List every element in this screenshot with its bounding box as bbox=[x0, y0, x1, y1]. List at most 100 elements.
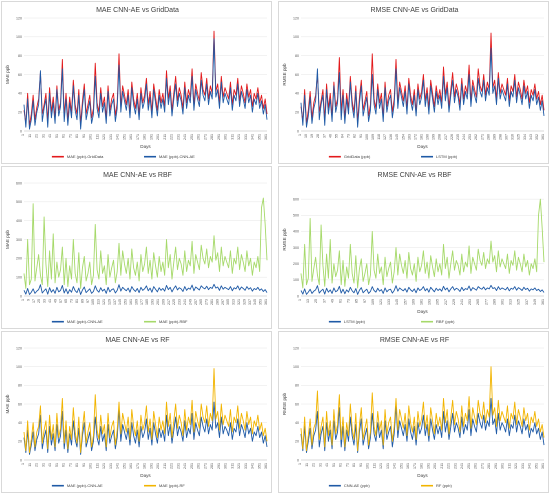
y-tick-label: 40 bbox=[295, 421, 299, 425]
y-tick-label: 40 bbox=[295, 92, 299, 96]
x-tick-label: 73 bbox=[70, 299, 74, 303]
x-tick-label: 351 bbox=[534, 463, 538, 469]
y-tick-label: 20 bbox=[295, 440, 299, 444]
x-tick-label: 91 bbox=[359, 463, 363, 467]
x-axis-label: Days bbox=[417, 144, 428, 149]
series-line-1 bbox=[300, 32, 545, 124]
x-tick-label: 1 bbox=[298, 463, 302, 465]
x-tick-label: 343 bbox=[529, 134, 533, 140]
chart-svg: RMSE CNN-AE vs RBF RMSE ppb 0 100 200 300 400 5… bbox=[282, 172, 545, 324]
x-tick-label: 211 bbox=[440, 463, 444, 469]
legend-label: RF (ppb) bbox=[436, 483, 452, 488]
chart-panel-rmse-rbf: RMSE CNN-AE vs RBF RMSE ppb 0 100 200 300 400 5… bbox=[278, 166, 549, 329]
y-tick-label: 0 bbox=[20, 129, 22, 133]
x-tick-label: 46 bbox=[328, 134, 332, 138]
x-tick-label: 81 bbox=[75, 134, 79, 138]
x-tick-label: 161 bbox=[129, 134, 133, 140]
x-tick-label: 121 bbox=[379, 299, 383, 305]
x-tick-label: 301 bbox=[501, 463, 505, 469]
x-tick-label: 241 bbox=[183, 299, 187, 305]
chart-panel-mae-griddata: MAE CNN-AE vs GridData MAE ppb 0 20 40 60 80 10… bbox=[1, 1, 272, 164]
x-tick-label: 111 bbox=[95, 134, 99, 139]
x-tick-label: 361 bbox=[264, 299, 268, 305]
x-tick-label: 331 bbox=[244, 463, 248, 469]
x-tick-label: 97 bbox=[363, 299, 367, 303]
y-tick-label: 120 bbox=[293, 16, 299, 20]
x-tick-label: 361 bbox=[541, 463, 545, 469]
x-tick-label: 11 bbox=[305, 463, 309, 467]
series-line-1 bbox=[300, 397, 545, 453]
x-tick-label: 101 bbox=[89, 134, 93, 140]
y-tick-label: 120 bbox=[16, 16, 22, 20]
x-tick-label: 181 bbox=[420, 134, 424, 140]
x-tick-label: 171 bbox=[413, 463, 417, 469]
x-tick-label: 249 bbox=[188, 299, 192, 305]
x-tick-label: 161 bbox=[129, 463, 133, 469]
x-tick-label: 341 bbox=[251, 134, 255, 140]
chart-panel-rmse-griddata: RMSE CNN-AE vs GridData RMSE ppb 0 20 40 60 80… bbox=[278, 1, 549, 164]
x-tick-label: 31 bbox=[41, 134, 45, 138]
x-tick-label: 1 bbox=[21, 299, 25, 301]
x-tick-label: 73 bbox=[347, 134, 351, 138]
x-tick-label: 151 bbox=[122, 463, 126, 469]
chart-svg: MAE CNN-AE vs GridData MAE ppb 0 20 40 60 80 10… bbox=[5, 7, 268, 159]
x-tick-label: 145 bbox=[395, 134, 399, 140]
x-tick-label: 201 bbox=[156, 463, 160, 469]
x-tick-label: 241 bbox=[183, 463, 187, 469]
x-tick-label: 65 bbox=[64, 299, 68, 303]
y-tick-label: 20 bbox=[18, 110, 22, 114]
x-tick-label: 305 bbox=[226, 299, 230, 305]
x-tick-label: 233 bbox=[178, 299, 182, 305]
y-axis-label: RMSE ppb bbox=[282, 228, 287, 251]
x-tick-label: 257 bbox=[194, 299, 198, 305]
y-tick-label: 60 bbox=[18, 73, 22, 77]
x-tick-label: 145 bbox=[118, 299, 122, 305]
y-axis-label: MAE ppb bbox=[5, 394, 10, 413]
x-tick-label: 41 bbox=[48, 463, 52, 467]
x-tick-label: 221 bbox=[447, 463, 451, 469]
y-axis-label: RMSE ppb bbox=[282, 392, 287, 415]
x-tick-label: 169 bbox=[134, 299, 138, 305]
y-tick-label: 60 bbox=[18, 402, 22, 406]
series-line-2 bbox=[300, 198, 545, 289]
x-tick-label: 109 bbox=[371, 134, 375, 140]
x-tick-label: 1 bbox=[298, 134, 302, 136]
x-tick-label: 31 bbox=[41, 463, 45, 467]
x-tick-label: 121 bbox=[102, 463, 106, 469]
x-tick-label: 51 bbox=[55, 463, 59, 467]
x-tick-label: 71 bbox=[68, 463, 72, 467]
x-tick-label: 231 bbox=[176, 463, 180, 469]
x-tick-label: 262 bbox=[474, 134, 478, 140]
x-tick-label: 82 bbox=[353, 134, 357, 138]
x-tick-label: 361 bbox=[264, 134, 268, 140]
x-tick-label: 101 bbox=[89, 463, 93, 469]
x-tick-label: 289 bbox=[492, 134, 496, 140]
x-tick-label: 111 bbox=[372, 463, 376, 468]
x-tick-label: 81 bbox=[352, 463, 356, 467]
legend-label: LSTM (ppb) bbox=[344, 319, 366, 324]
legend-label: CNN-AE (ppb) bbox=[344, 483, 370, 488]
x-tick-label: 1 bbox=[298, 299, 302, 301]
y-axis-label: MAE ppb bbox=[5, 230, 10, 249]
y-tick-label: 0 bbox=[297, 294, 299, 298]
x-tick-label: 291 bbox=[217, 134, 221, 140]
x-tick-label: 208 bbox=[438, 134, 442, 140]
x-tick-label: 217 bbox=[444, 299, 448, 305]
x-tick-label: 111 bbox=[95, 463, 99, 468]
x-tick-label: 277 bbox=[484, 299, 488, 305]
chart-title: RMSE CNN-AE vs GridData bbox=[371, 7, 459, 14]
x-tick-label: 157 bbox=[403, 299, 407, 305]
x-tick-label: 154 bbox=[401, 134, 405, 140]
x-tick-label: 361 bbox=[541, 134, 545, 140]
x-tick-label: 171 bbox=[136, 134, 140, 140]
x-tick-label: 191 bbox=[149, 463, 153, 469]
x-tick-label: 221 bbox=[170, 134, 174, 140]
chart-title: RMSE CNN-AE vs RBF bbox=[378, 172, 452, 179]
x-tick-label: 171 bbox=[136, 463, 140, 469]
y-tick-label: 60 bbox=[295, 402, 299, 406]
x-tick-label: 172 bbox=[413, 134, 417, 140]
x-tick-label: 311 bbox=[507, 463, 511, 469]
x-tick-label: 10 bbox=[304, 134, 308, 138]
x-tick-label: 151 bbox=[399, 463, 403, 469]
y-tick-label: 120 bbox=[293, 346, 299, 350]
